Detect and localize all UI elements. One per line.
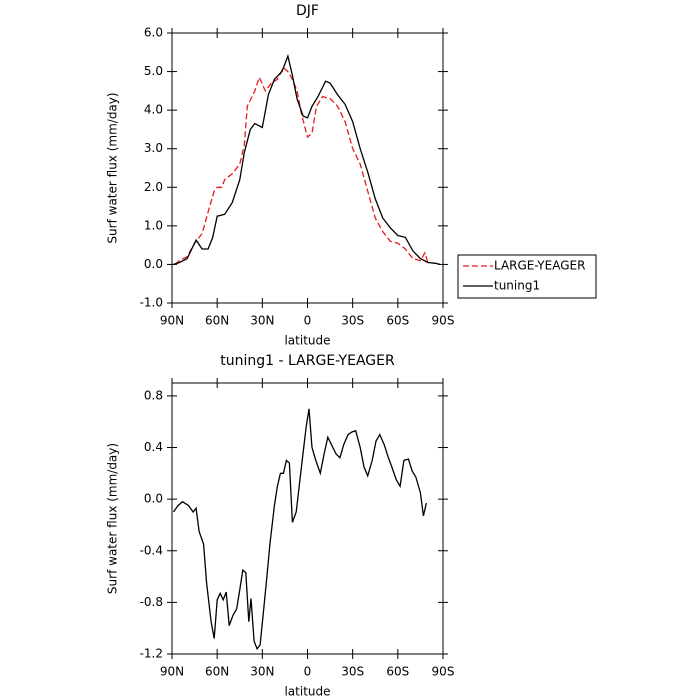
x-tick-label: 90S (432, 314, 455, 328)
x-tick-label: 30N (250, 314, 274, 328)
y-tick-label: 0.8 (144, 388, 163, 402)
y-tick-label: 6.0 (144, 26, 163, 40)
y-tick-label: -1.2 (140, 647, 163, 661)
x-tick-label: 30S (341, 314, 364, 328)
legend-box (457, 254, 597, 299)
y-tick-label: -0.8 (140, 595, 163, 609)
x-tick-label: 90S (432, 665, 455, 679)
y-tick-label: 3.0 (144, 141, 163, 155)
y-tick-label: 0.4 (144, 440, 163, 454)
x-axis-label: latitude (284, 685, 330, 699)
x-tick-label: 0 (304, 665, 312, 679)
chart-title: tuning1 - LARGE-YEAGER (220, 353, 395, 369)
x-tick-label: 60N (205, 314, 229, 328)
x-tick-label: 60S (386, 314, 409, 328)
y-axis-label: Surf water flux (mm/day) (106, 92, 120, 243)
x-tick-label: 0 (304, 314, 312, 328)
y-tick-label: 0.0 (144, 257, 163, 271)
legend-label: LARGE-YEAGER (494, 259, 585, 273)
data-line (172, 408, 428, 651)
y-tick-label: 4.0 (144, 103, 163, 117)
y-tick-label: 5.0 (144, 64, 163, 78)
y-tick-label: -1.0 (140, 296, 163, 310)
y-tick-label: 0.0 (144, 492, 163, 506)
x-tick-label: 90N (160, 314, 184, 328)
x-tick-label: 90N (160, 665, 184, 679)
x-tick-label: 30S (341, 665, 364, 679)
chart-title: DJF (296, 3, 319, 19)
x-tick-label: 30N (250, 665, 274, 679)
data-line (173, 53, 441, 266)
y-tick-label: -0.4 (140, 543, 163, 557)
y-axis-label: Surf water flux (mm/day) (106, 443, 120, 594)
plot-frame (171, 32, 444, 304)
data-line (174, 66, 429, 265)
legend-label: tuning1 (494, 279, 540, 293)
plot-frame (171, 382, 444, 655)
y-tick-label: 2.0 (144, 180, 163, 194)
y-tick-label: 1.0 (144, 218, 163, 232)
x-tick-label: 60S (386, 665, 409, 679)
x-axis-label: latitude (284, 334, 330, 348)
x-tick-label: 60N (205, 665, 229, 679)
